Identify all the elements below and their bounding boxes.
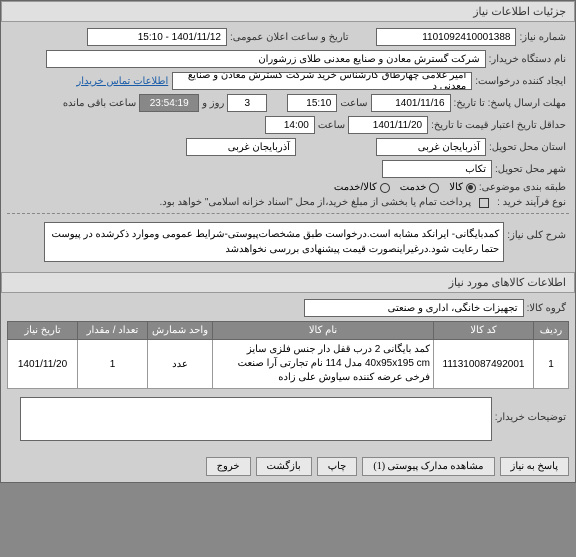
cell-qty: 1 bbox=[78, 340, 148, 389]
exit-button[interactable]: خروج bbox=[206, 457, 251, 476]
print-button[interactable]: چاپ bbox=[317, 457, 358, 476]
min-validity-date: 1401/11/20 bbox=[348, 116, 428, 134]
days-remaining-label: روز و bbox=[199, 98, 227, 109]
category-goods-radio[interactable]: کالا bbox=[449, 182, 476, 193]
category-both-radio[interactable]: کالا/خدمت bbox=[334, 182, 390, 193]
radio-icon bbox=[380, 183, 390, 193]
time-remaining: 23:54:19 bbox=[139, 94, 199, 112]
creator-value: امیر غلامی چهارطاق کارشناس خرید شرکت گست… bbox=[172, 72, 472, 90]
creator-label: ایجاد کننده درخواست: bbox=[472, 76, 569, 87]
category-both-label: کالا/خدمت bbox=[334, 182, 377, 193]
goods-group-label: گروه کالا: bbox=[524, 303, 569, 314]
category-goods-label: کالا bbox=[449, 182, 463, 193]
province-value: آذربایجان غربی bbox=[376, 138, 486, 156]
city-label: شهر محل تحویل: bbox=[492, 164, 569, 175]
reply-button[interactable]: پاسخ به نیاز bbox=[500, 457, 570, 476]
cell-date: 1401/11/20 bbox=[8, 340, 78, 389]
category-radio-group: کالا خدمت کالا/خدمت bbox=[334, 182, 476, 193]
need-number-label: شماره نیاز: bbox=[516, 32, 569, 43]
col-qty: تعداد / مقدار bbox=[78, 322, 148, 340]
table-row: 1 111310087492001 کمد بایگانی 2 درب قفل … bbox=[8, 340, 569, 389]
button-bar: پاسخ به نیاز مشاهده مدارک پیوستی (1) چاپ… bbox=[1, 451, 575, 482]
category-service-label: خدمت bbox=[400, 182, 427, 193]
cell-name: کمد بایگانی 2 درب قفل دار جنس فلزی سایز … bbox=[213, 340, 434, 389]
min-validity-time-label: ساعت bbox=[315, 120, 348, 131]
buyer-contact-link[interactable]: اطلاعات تماس خریدار bbox=[76, 76, 168, 87]
col-name: نام کالا bbox=[213, 322, 434, 340]
cell-unit: عدد bbox=[148, 340, 213, 389]
supplier-city-value: آذربایجان غربی bbox=[186, 138, 296, 156]
reply-time-label: ساعت bbox=[337, 98, 370, 109]
need-info-header: جزئیات اطلاعات نیاز bbox=[1, 1, 575, 22]
announce-date-label: تاریخ و ساعت اعلان عمومی: bbox=[227, 32, 352, 43]
cell-idx: 1 bbox=[534, 340, 569, 389]
description-label: شرح کلی نیاز: bbox=[504, 222, 569, 241]
min-validity-label: حداقل تاریخ اعتبار قیمت تا تاریخ: bbox=[428, 120, 569, 131]
category-label: طبقه بندی موضوعی: bbox=[476, 182, 569, 193]
table-header-row: ردیف کد کالا نام کالا واحد شمارش تعداد /… bbox=[8, 322, 569, 340]
buyer-name-label: نام دستگاه خریدار: bbox=[486, 54, 569, 65]
attachments-button[interactable]: مشاهده مدارک پیوستی (1) bbox=[362, 457, 494, 476]
payment-note: پرداخت تمام یا بخشی از مبلغ خرید،از محل … bbox=[157, 197, 475, 208]
buyer-name-value: شرکت گسترش معادن و صنایع معدنی طلای زرشو… bbox=[46, 50, 486, 68]
buyer-comment-label: توضیحات خریدار: bbox=[492, 397, 569, 423]
items-table: ردیف کد کالا نام کالا واحد شمارش تعداد /… bbox=[7, 321, 569, 389]
back-button[interactable]: بازگشت bbox=[256, 457, 312, 476]
cell-code: 111310087492001 bbox=[434, 340, 534, 389]
days-remaining: 3 bbox=[227, 94, 267, 112]
buyer-comment-box bbox=[20, 397, 492, 441]
col-idx: ردیف bbox=[534, 322, 569, 340]
goods-group-value: تجهیزات خانگی، اداری و صنعتی bbox=[304, 299, 524, 317]
items-info-header: اطلاعات کالاهای مورد نیاز bbox=[1, 272, 575, 293]
announce-date-value: 1401/11/12 - 15:10 bbox=[87, 28, 227, 46]
reply-deadline-date: 1401/11/16 bbox=[371, 94, 451, 112]
category-service-radio[interactable]: خدمت bbox=[400, 182, 440, 193]
purchase-process-label: نوع فرآیند خرید : bbox=[494, 197, 569, 208]
city-value: تکاب bbox=[382, 160, 492, 178]
reply-deadline-label: مهلت ارسال پاسخ: تا تاریخ: bbox=[451, 98, 569, 109]
radio-selected-icon bbox=[466, 183, 476, 193]
col-code: کد کالا bbox=[434, 322, 534, 340]
col-date: تاریخ نیاز bbox=[8, 322, 78, 340]
description-value: کمدبایگانی- ایرانکد مشابه است.درخواست طب… bbox=[44, 222, 504, 262]
min-validity-time: 14:00 bbox=[265, 116, 315, 134]
time-remaining-label: ساعت باقی مانده bbox=[60, 98, 139, 109]
need-number-value: 1101092410001388 bbox=[376, 28, 516, 46]
radio-icon bbox=[429, 183, 439, 193]
col-unit: واحد شمارش bbox=[148, 322, 213, 340]
reply-time-value: 15:10 bbox=[287, 94, 337, 112]
province-label: استان محل تحویل: bbox=[486, 142, 569, 153]
payment-checkbox[interactable] bbox=[479, 198, 489, 208]
